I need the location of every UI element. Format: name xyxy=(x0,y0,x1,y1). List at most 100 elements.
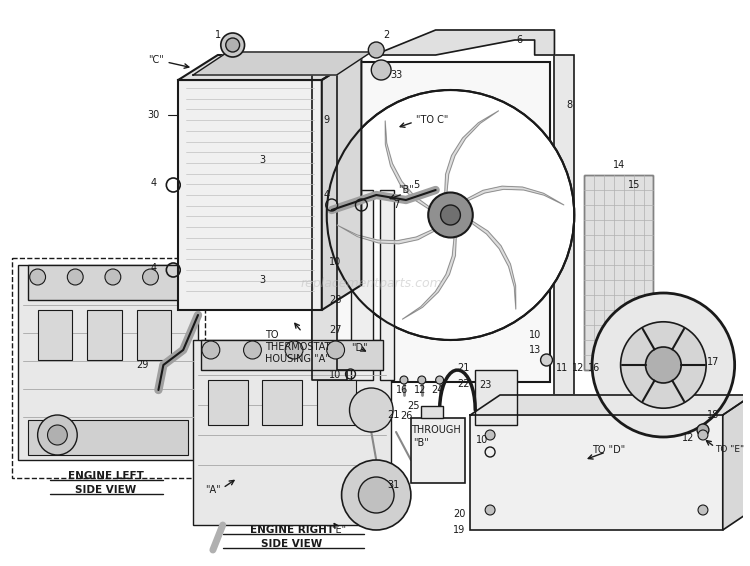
Bar xyxy=(18,265,198,460)
Bar xyxy=(193,340,391,525)
Polygon shape xyxy=(193,52,371,75)
Bar xyxy=(352,190,374,380)
Text: 3: 3 xyxy=(260,275,266,285)
Text: 26: 26 xyxy=(400,411,412,421)
Bar xyxy=(28,265,188,300)
Text: 28: 28 xyxy=(329,295,341,305)
Circle shape xyxy=(418,376,426,384)
Text: 4: 4 xyxy=(324,190,330,200)
Bar xyxy=(28,420,188,455)
Text: ENGINE RIGHT: ENGINE RIGHT xyxy=(250,525,334,535)
Polygon shape xyxy=(386,121,430,209)
Text: TO: TO xyxy=(266,330,279,340)
Bar xyxy=(470,415,723,530)
Text: 19: 19 xyxy=(453,525,465,535)
Circle shape xyxy=(485,430,495,440)
Circle shape xyxy=(358,477,394,513)
Text: THROUGH: THROUGH xyxy=(411,425,460,435)
Circle shape xyxy=(485,505,495,515)
Text: 5: 5 xyxy=(413,180,419,190)
Text: 17: 17 xyxy=(706,357,719,367)
Text: 4: 4 xyxy=(151,178,157,188)
Circle shape xyxy=(226,38,239,52)
Text: replacementparts.com: replacementparts.com xyxy=(301,277,442,289)
Text: ENGINE LEFT: ENGINE LEFT xyxy=(68,471,144,481)
Bar xyxy=(12,258,205,478)
Text: SIDE VIEW: SIDE VIEW xyxy=(262,539,322,549)
Polygon shape xyxy=(178,55,362,80)
Text: 16: 16 xyxy=(396,385,408,395)
Text: 16: 16 xyxy=(588,363,600,373)
Circle shape xyxy=(400,376,408,384)
Text: 31: 31 xyxy=(388,480,400,490)
Text: 12: 12 xyxy=(572,363,584,373)
Bar xyxy=(87,310,122,360)
Text: "TO C": "TO C" xyxy=(416,115,448,125)
Text: THERMOSTAT: THERMOSTAT xyxy=(266,342,331,352)
Text: 27: 27 xyxy=(329,325,341,335)
Text: 4: 4 xyxy=(151,263,157,273)
Text: 15: 15 xyxy=(628,180,640,190)
Circle shape xyxy=(697,424,709,436)
Circle shape xyxy=(371,60,391,80)
Text: 14: 14 xyxy=(613,160,625,170)
Circle shape xyxy=(698,505,708,515)
Text: "B": "B" xyxy=(398,185,414,195)
Bar xyxy=(201,340,383,370)
Circle shape xyxy=(327,90,574,340)
Bar xyxy=(136,310,171,360)
Bar xyxy=(584,175,653,370)
Circle shape xyxy=(368,42,384,58)
Polygon shape xyxy=(374,30,554,55)
Circle shape xyxy=(142,269,158,285)
Circle shape xyxy=(646,347,681,383)
Bar xyxy=(411,418,465,483)
Circle shape xyxy=(30,269,46,285)
Circle shape xyxy=(105,269,121,285)
Bar xyxy=(554,55,574,395)
Text: 1: 1 xyxy=(214,30,221,40)
Text: 21: 21 xyxy=(458,363,470,373)
Circle shape xyxy=(220,33,245,57)
Text: 10: 10 xyxy=(476,435,488,445)
Bar xyxy=(38,310,72,360)
Circle shape xyxy=(592,293,735,437)
Text: TO "E": TO "E" xyxy=(715,445,744,454)
Text: 10: 10 xyxy=(329,370,341,380)
Bar xyxy=(262,380,302,425)
Text: 24: 24 xyxy=(431,385,444,395)
Polygon shape xyxy=(470,395,750,415)
Text: "A": "A" xyxy=(205,485,220,495)
Text: 10: 10 xyxy=(529,330,541,340)
Text: HOUSING "A": HOUSING "A" xyxy=(266,354,330,364)
Text: "B": "B" xyxy=(413,438,429,448)
Polygon shape xyxy=(445,111,499,193)
Text: 18: 18 xyxy=(706,410,719,420)
Text: 33: 33 xyxy=(390,70,402,80)
Circle shape xyxy=(38,415,77,455)
Text: 7: 7 xyxy=(393,200,399,210)
Text: 3: 3 xyxy=(260,155,266,165)
Text: TO "D": TO "D" xyxy=(592,445,626,455)
Bar xyxy=(380,190,394,380)
Circle shape xyxy=(436,376,443,384)
Polygon shape xyxy=(337,225,435,244)
Circle shape xyxy=(341,460,411,530)
Circle shape xyxy=(285,341,303,359)
Text: 10: 10 xyxy=(329,257,341,267)
Circle shape xyxy=(202,341,220,359)
Text: 23: 23 xyxy=(479,380,491,390)
Polygon shape xyxy=(471,221,516,309)
Bar xyxy=(316,380,356,425)
Text: 12: 12 xyxy=(682,433,694,443)
Circle shape xyxy=(541,354,553,366)
Circle shape xyxy=(440,205,460,225)
Bar xyxy=(312,62,550,382)
Polygon shape xyxy=(723,395,750,530)
Text: 9: 9 xyxy=(324,115,330,125)
Text: 30: 30 xyxy=(147,110,160,120)
Text: 22: 22 xyxy=(457,379,470,389)
Bar xyxy=(208,380,248,425)
Text: 20: 20 xyxy=(453,509,465,519)
Polygon shape xyxy=(466,186,564,205)
